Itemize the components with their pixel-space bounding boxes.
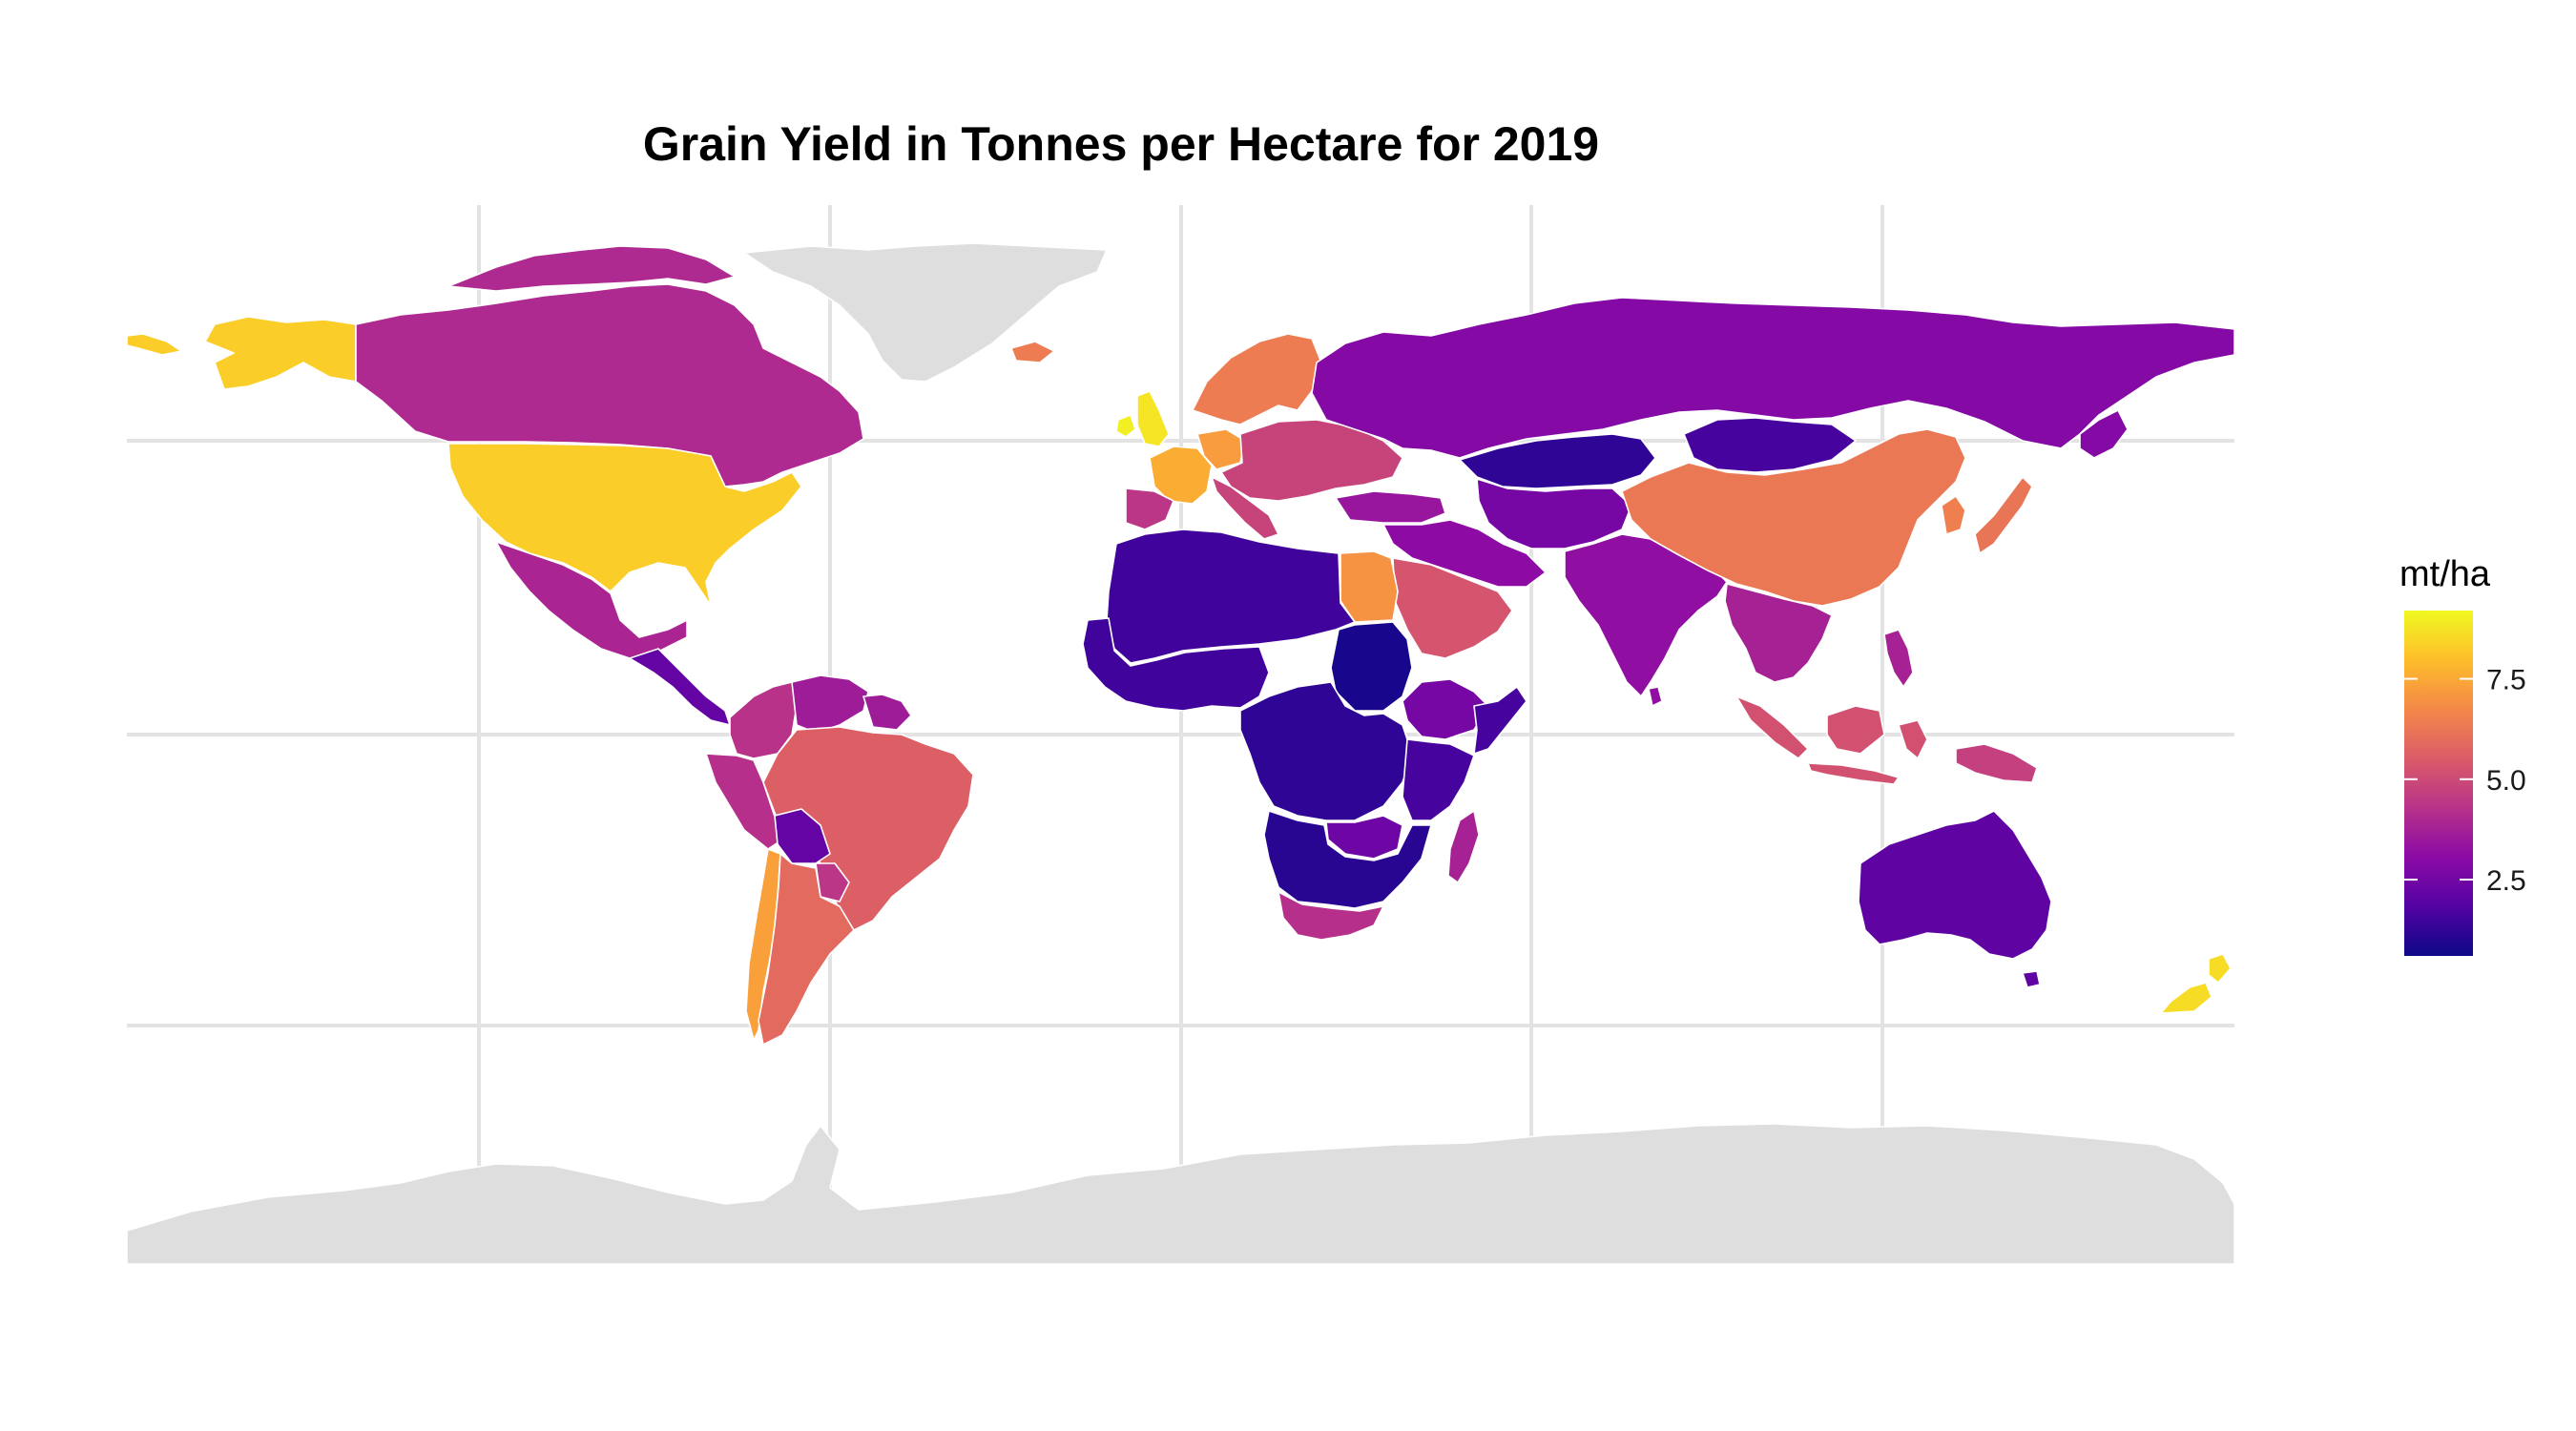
region-alaska[interactable]: [204, 316, 357, 390]
region-scandinavia[interactable]: [1192, 333, 1322, 425]
region-west-africa[interactable]: [1082, 617, 1270, 712]
region-australia[interactable]: [1858, 810, 2052, 960]
region-zambia[interactable]: [1325, 815, 1403, 860]
legend-title: mt/ha: [2399, 554, 2491, 594]
region-japan[interactable]: [1974, 476, 2033, 554]
region-china[interactable]: [1621, 428, 1966, 607]
region-saudi-arabia[interactable]: [1392, 557, 1513, 659]
region-korea[interactable]: [1941, 495, 1966, 535]
region-new-zealand-north[interactable]: [2208, 953, 2232, 984]
no-data-regions: [126, 242, 2235, 1265]
region-antarctica: [126, 1123, 2235, 1265]
region-alaska-aleutians[interactable]: [126, 333, 182, 356]
region-russia-far-east[interactable]: [2079, 409, 2129, 459]
region-guianas[interactable]: [862, 694, 912, 731]
legend-tick-label: 5.0: [2486, 765, 2526, 797]
region-middle-east[interactable]: [1382, 519, 1547, 588]
region-new-zealand-south[interactable]: [2160, 982, 2212, 1014]
region-north-africa[interactable]: [1106, 529, 1356, 664]
region-canadian-arctic[interactable]: [447, 245, 736, 292]
region-argentina[interactable]: [758, 853, 855, 1046]
region-indonesia-borneo[interactable]: [1826, 705, 1885, 755]
region-southeast-asia[interactable]: [1724, 583, 1833, 683]
region-ireland[interactable]: [1115, 414, 1136, 438]
region-mexico[interactable]: [495, 541, 688, 659]
region-indonesia-east[interactable]: [1898, 719, 1928, 759]
region-germany[interactable]: [1196, 428, 1246, 470]
region-central-america[interactable]: [629, 648, 731, 726]
legend-tick-label: 7.5: [2486, 665, 2526, 696]
region-papua-new-guinea[interactable]: [1955, 743, 2038, 783]
region-indonesia-sumatra[interactable]: [1735, 695, 1809, 759]
region-turkey[interactable]: [1335, 490, 1446, 524]
region-south-africa[interactable]: [1278, 891, 1384, 941]
region-iceland[interactable]: [1010, 341, 1055, 363]
region-spain[interactable]: [1125, 487, 1174, 530]
region-uk[interactable]: [1136, 390, 1170, 447]
region-italy-balkans[interactable]: [1211, 476, 1279, 540]
region-philippines[interactable]: [1883, 629, 1914, 688]
region-venezuela[interactable]: [791, 674, 869, 734]
region-bolivia[interactable]: [774, 808, 831, 864]
region-kazakhstan[interactable]: [1459, 433, 1656, 489]
region-sri-lanka[interactable]: [1648, 686, 1663, 707]
region-east-africa[interactable]: [1402, 738, 1475, 821]
region-madagascar[interactable]: [1447, 810, 1480, 883]
region-usa[interactable]: [447, 443, 802, 607]
legend-ticks: 2.5 5.0 7.5: [2404, 665, 2526, 897]
chart-title: Grain Yield in Tonnes per Hectare for 20…: [643, 117, 1599, 171]
region-mongolia[interactable]: [1683, 417, 1857, 473]
region-egypt[interactable]: [1340, 550, 1399, 623]
country-regions: [126, 245, 2235, 1046]
region-sudan[interactable]: [1330, 621, 1413, 712]
region-tasmania[interactable]: [2022, 970, 2041, 988]
region-horn[interactable]: [1473, 686, 1527, 755]
region-southern-africa[interactable]: [1263, 810, 1432, 909]
legend: mt/ha 2.5 5.0 7.5: [2399, 554, 2526, 956]
region-indonesia-java[interactable]: [1807, 762, 1900, 785]
legend-tick-label: 2.5: [2486, 865, 2526, 897]
region-france[interactable]: [1149, 446, 1213, 505]
region-canada[interactable]: [355, 283, 864, 487]
region-central-africa[interactable]: [1239, 681, 1413, 821]
region-central-asia[interactable]: [1476, 478, 1632, 550]
legend-colorbar: [2404, 611, 2473, 956]
region-greenland: [743, 242, 1108, 383]
